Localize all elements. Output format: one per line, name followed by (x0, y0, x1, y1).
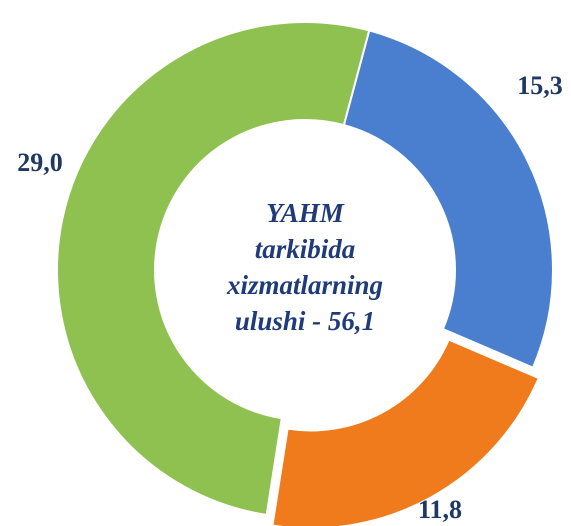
donut-slice (56, 21, 371, 517)
center-text: tarkibida (255, 234, 356, 264)
center-text: YAHM (266, 198, 344, 228)
donut (56, 21, 554, 526)
data-label: 15,3 (517, 71, 563, 100)
center-text: xizmatlarning (226, 270, 383, 300)
donut-slice (271, 338, 541, 526)
data-label: 11,8 (418, 495, 462, 524)
center-text: ulushi - 56,1 (235, 306, 375, 336)
data-label: 29,0 (17, 148, 63, 177)
donut-slice (342, 29, 554, 369)
